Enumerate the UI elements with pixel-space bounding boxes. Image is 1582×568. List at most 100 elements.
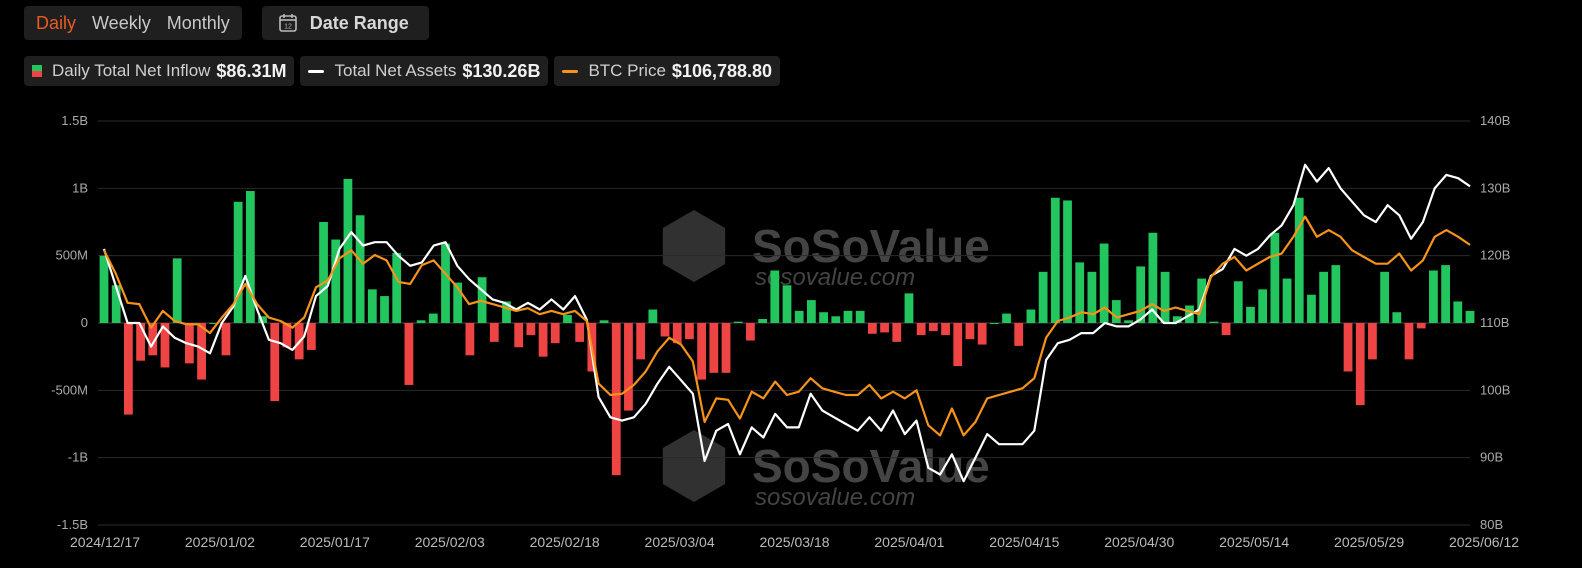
inflow-bar: [807, 300, 816, 323]
inflow-bar: [367, 289, 377, 323]
inflow-bar: [148, 323, 158, 356]
date-range-label: Date Range: [309, 12, 409, 33]
legend-btc[interactable]: BTC Price $106,788.80: [554, 56, 781, 86]
y-right-tick-label: 90B: [1480, 450, 1503, 465]
inflow-bar: [611, 323, 621, 476]
inflow-bar: [1148, 232, 1158, 323]
y-left-tick-label: -1.5B: [57, 517, 88, 532]
y-right-tick-label: 130B: [1480, 180, 1510, 195]
inflow-bar: [843, 310, 853, 323]
legend-assets[interactable]: Total Net Assets $130.26B: [300, 56, 549, 86]
inflow-bar: [160, 323, 170, 368]
inflow-bar: [575, 323, 585, 342]
inflow-bar: [1002, 313, 1011, 323]
inflow-bar: [1172, 316, 1182, 323]
period-daily-tab[interactable]: Daily: [36, 12, 77, 33]
inflow-bar: [392, 252, 402, 323]
inflow-bar: [282, 323, 292, 348]
legend-inflow[interactable]: Daily Total Net Inflow $86.31M: [24, 56, 295, 86]
inflow-bar: [1294, 197, 1304, 323]
calendar-icon: 12: [278, 14, 297, 32]
inflow-bar: [1038, 271, 1048, 323]
period-monthly-tab[interactable]: Monthly: [166, 12, 230, 33]
inflow-bar: [928, 323, 938, 332]
y-right-tick-label: 140B: [1480, 113, 1510, 128]
inflow-bar: [465, 323, 475, 356]
inflow-bar: [1014, 323, 1024, 346]
inflow-bar: [1270, 232, 1280, 323]
inflow-bar: [1404, 323, 1414, 360]
inflow-bar: [1075, 262, 1085, 323]
inflow-bar: [977, 323, 987, 345]
inflow-bar: [502, 301, 511, 323]
x-tick-label: 2025/06/12: [1449, 534, 1519, 550]
x-tick-label: 2025/04/15: [989, 534, 1059, 550]
inflow-bar: [355, 215, 365, 323]
period-weekly-tab[interactable]: Weekly: [92, 12, 151, 33]
inflow-bar: [636, 323, 646, 360]
inflow-bar: [941, 323, 950, 336]
inflow-bar: [209, 323, 219, 324]
wm-bottom-brand: SoSoValue: [752, 440, 990, 492]
inflow-bar: [538, 323, 548, 357]
inflow-bar: [648, 309, 658, 323]
inflow-bar: [99, 255, 109, 323]
inflow-bar: [794, 310, 804, 323]
wm-top-brand: SoSoValue: [752, 220, 990, 272]
inflow-bar: [441, 243, 450, 323]
y-left-tick-label: 0: [81, 315, 88, 330]
y-left-tick-label: 1.5B: [61, 113, 88, 128]
inflow-bar: [1258, 289, 1268, 323]
inflow-bar: [514, 323, 524, 348]
inflow-bar: [697, 323, 707, 380]
inflow-bar: [221, 323, 231, 356]
date-range-button[interactable]: 12 Date Range: [261, 6, 429, 40]
inflow-bar: [867, 323, 877, 334]
inflow-bar: [136, 323, 145, 361]
legend-btc-value: $106,788.80: [671, 60, 773, 81]
y-right-tick-label: 80B: [1480, 517, 1503, 532]
inflow-bar: [672, 323, 682, 344]
inflow-bar: [989, 323, 999, 324]
inflow-bar: [1343, 323, 1353, 372]
inflow-bar: [380, 296, 389, 323]
y-left-tick-label: 500M: [55, 248, 88, 263]
inflow-bar: [721, 323, 731, 373]
inflow-bar: [1368, 323, 1377, 360]
inflow-bar: [1050, 197, 1060, 323]
inflow-bar: [1355, 323, 1365, 406]
inflow-bar: [965, 323, 975, 340]
inflow-bar: [172, 258, 182, 323]
x-tick-label: 2025/02/03: [415, 534, 485, 550]
inflow-bar: [1087, 271, 1097, 323]
x-tick-label: 2025/04/01: [874, 534, 944, 550]
inflow-bar: [770, 270, 780, 323]
y-left-tick-label: -500M: [51, 382, 88, 397]
inflow-bar: [1429, 270, 1438, 323]
x-tick-label: 2025/03/18: [759, 534, 829, 550]
x-tick-label: 2025/01/17: [300, 534, 370, 550]
inflow-bar: [124, 323, 133, 415]
inflow-bar: [1160, 271, 1170, 323]
inflow-bar: [758, 318, 767, 323]
legend-inflow-label: Daily Total Net Inflow: [52, 61, 211, 80]
inflow-bar: [819, 312, 828, 323]
y-right-tick-label: 120B: [1480, 248, 1510, 263]
legend-btc-label: BTC Price: [588, 61, 666, 80]
inflow-bar: [1026, 309, 1036, 323]
y-left-tick-label: 1B: [72, 180, 88, 195]
inflow-bar: [1246, 306, 1255, 323]
inflow-bar: [1441, 265, 1450, 323]
x-tick-label: 2025/04/30: [1104, 534, 1174, 550]
inflow-bar: [197, 323, 206, 380]
inflow-bar: [904, 293, 914, 323]
inflow-bar: [428, 313, 438, 323]
inflow-bar: [624, 323, 633, 411]
inflow-bar: [709, 323, 719, 373]
wm-top-url: sosovalue.com: [755, 264, 915, 291]
inflow-bar: [1416, 323, 1426, 329]
x-tick-label: 2025/05/14: [1219, 534, 1289, 550]
inflow-bar: [1282, 278, 1292, 323]
inflow-bar: [599, 320, 609, 323]
